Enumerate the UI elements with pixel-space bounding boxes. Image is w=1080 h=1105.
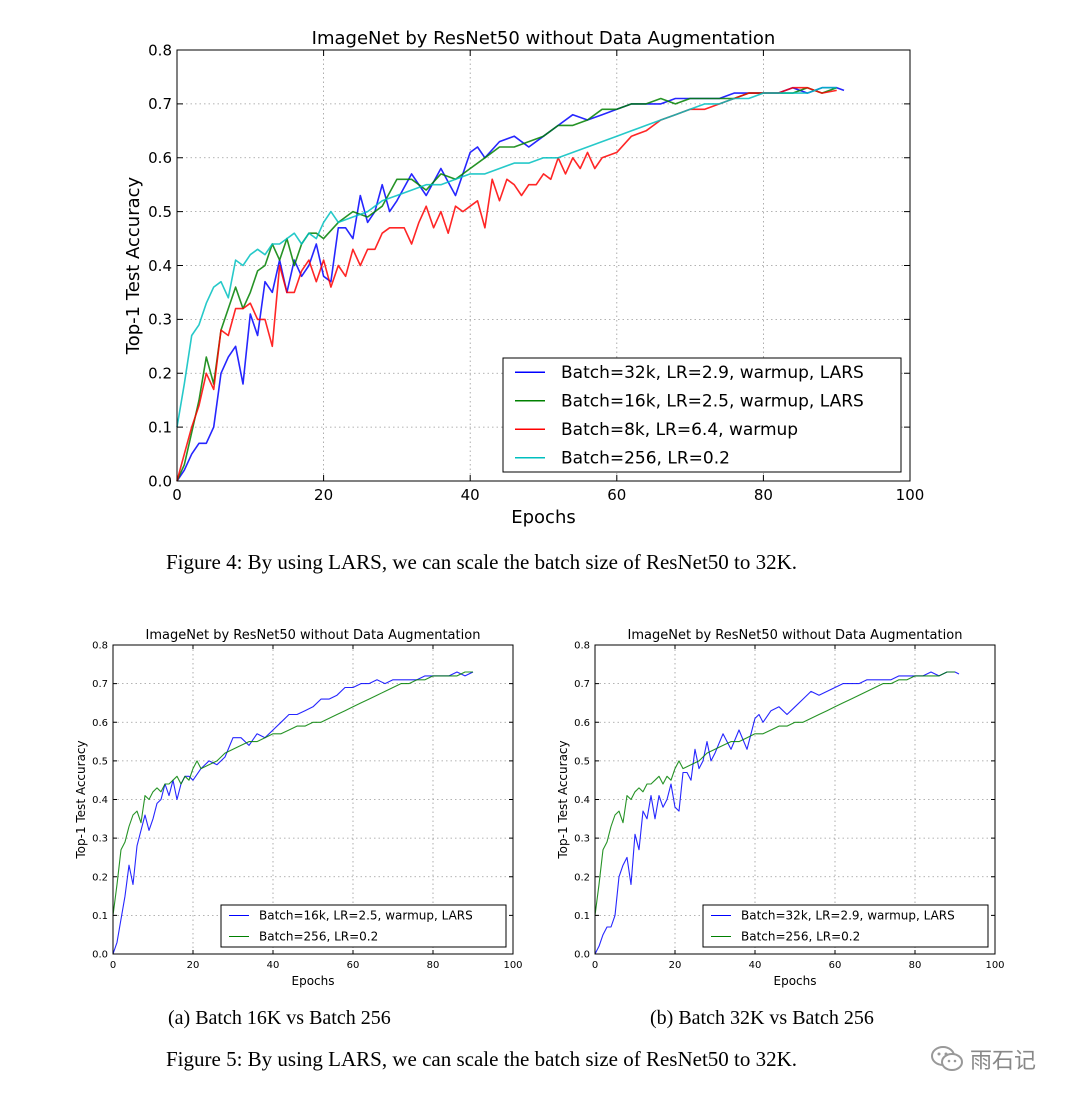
chart1-y-axis-label: Top-1 Test Accuracy xyxy=(123,176,144,355)
chart2-x-axis-label: Epochs xyxy=(292,974,335,988)
chart1-y-tick-label: 0.5 xyxy=(148,203,172,221)
chart1-legend-label-4: Batch=256, LR=0.2 xyxy=(561,449,730,469)
chart1-y-tick-label: 0.4 xyxy=(148,257,172,275)
chart1-y-tick-label: 0.2 xyxy=(148,365,172,383)
chart2-y-tick-label: 0.4 xyxy=(92,795,108,806)
chart3-y-tick-label: 0.6 xyxy=(574,718,590,729)
chart1-y-tick-label: 0.7 xyxy=(148,95,172,113)
chart2-y-tick-label: 0.6 xyxy=(92,718,108,729)
chart2-y-tick-label: 0.2 xyxy=(92,872,108,883)
chart3-x-tick-label: 60 xyxy=(829,960,842,971)
chart1-x-tick-label: 20 xyxy=(314,486,333,504)
chart3-x-axis-label: Epochs xyxy=(774,974,817,988)
chart2-y-tick-label: 0.3 xyxy=(92,834,108,845)
chart1-series-line-3 xyxy=(176,86,837,482)
chart3-x-tick-label: 20 xyxy=(669,960,682,971)
chart3-y-tick-label: 0.1 xyxy=(574,911,590,922)
chart2-y-tick-label: 0.8 xyxy=(92,641,108,652)
figure-4-caption: Figure 4: By using LARS, we can scale th… xyxy=(166,550,798,574)
chart3-y-tick-label: 0.3 xyxy=(574,834,590,845)
chart3-y-tick-label: 0.2 xyxy=(574,872,590,883)
chart2-x-tick-label: 100 xyxy=(503,960,522,971)
chart2-title: ImageNet by ResNet50 without Data Augmen… xyxy=(146,628,481,643)
chart1-series-line-4 xyxy=(176,86,837,428)
chart2-x-tick-label: 60 xyxy=(347,960,360,971)
chart1-y-tick-label: 0.1 xyxy=(148,418,172,436)
chart2-legend-box xyxy=(220,904,507,948)
chart1-y-tick-label: 0.6 xyxy=(148,149,172,167)
figure-5b-caption: (b) Batch 32K vs Batch 256 xyxy=(650,1007,874,1029)
watermark-text: 雨石记 xyxy=(970,1049,1037,1074)
chart2-y-tick-label: 0.0 xyxy=(92,950,108,961)
chart2-y-tick-label: 0.7 xyxy=(92,679,108,690)
chart3-series-line-2 xyxy=(594,671,955,916)
chart3-y-tick-label: 0.7 xyxy=(574,679,590,690)
chart1-x-axis-label: Epochs xyxy=(511,507,576,528)
chart1-series-line-2 xyxy=(176,86,837,482)
chart1-legend-label-2: Batch=16k, LR=2.5, warmup, LARS xyxy=(561,392,864,412)
chart2-legend-label-2: Batch=256, LR=0.2 xyxy=(259,930,378,944)
chart1-legend-box xyxy=(502,357,902,473)
figure-5-caption: Figure 5: By using LARS, we can scale th… xyxy=(166,1047,798,1071)
chart2-x-tick-label: 20 xyxy=(187,960,200,971)
chart3-series-line-1 xyxy=(594,671,960,955)
chart3-y-tick-label: 0.8 xyxy=(574,641,590,652)
chart2-x-tick-label: 40 xyxy=(267,960,280,971)
chart3-x-tick-label: 80 xyxy=(909,960,922,971)
chart2-legend-label-1: Batch=16k, LR=2.5, warmup, LARS xyxy=(259,909,473,923)
wechat-icon xyxy=(931,1046,963,1071)
chart1-y-tick-label: 0.8 xyxy=(148,41,172,59)
chart2-x-tick-label: 80 xyxy=(427,960,440,971)
figure-5a-caption: (a) Batch 16K vs Batch 256 xyxy=(168,1007,391,1029)
chart2-y-axis-label: Top-1 Test Accuracy xyxy=(74,740,88,859)
chart2-x-tick-label: 0 xyxy=(110,960,116,971)
chart3-x-tick-label: 0 xyxy=(592,960,598,971)
chart3-legend-box xyxy=(702,904,989,948)
chart2-y-tick-label: 0.1 xyxy=(92,911,108,922)
chart1-title: ImageNet by ResNet50 without Data Augmen… xyxy=(312,28,776,49)
chart3-y-tick-label: 0.0 xyxy=(574,950,590,961)
chart3-legend-label-1: Batch=32k, LR=2.9, warmup, LARS xyxy=(741,909,955,923)
chart1-x-tick-label: 100 xyxy=(896,486,925,504)
chart1-legend-label-3: Batch=8k, LR=6.4, warmup xyxy=(561,420,798,440)
chart3-title: ImageNet by ResNet50 without Data Augmen… xyxy=(628,628,963,643)
chart3-y-tick-label: 0.5 xyxy=(574,756,590,767)
chart1-x-tick-label: 60 xyxy=(607,486,626,504)
chart3-y-axis-label: Top-1 Test Accuracy xyxy=(556,740,570,859)
chart2-y-tick-label: 0.5 xyxy=(92,756,108,767)
chart3-x-tick-label: 100 xyxy=(985,960,1004,971)
chart1-x-tick-label: 80 xyxy=(754,486,773,504)
chart3-legend-label-2: Batch=256, LR=0.2 xyxy=(741,930,860,944)
chart3-x-tick-label: 40 xyxy=(749,960,762,971)
chart2-series-line-2 xyxy=(112,671,473,916)
chart1-x-tick-label: 40 xyxy=(461,486,480,504)
chart3-y-tick-label: 0.4 xyxy=(574,795,590,806)
watermark: 雨石记 xyxy=(930,1043,1036,1075)
chart1-x-tick-label: 0 xyxy=(172,486,182,504)
chart1-legend-label-1: Batch=32k, LR=2.9, warmup, LARS xyxy=(561,363,864,383)
chart2-series-line-1 xyxy=(112,671,474,955)
chart1-y-tick-label: 0.0 xyxy=(148,472,172,490)
chart1-y-tick-label: 0.3 xyxy=(148,311,172,329)
